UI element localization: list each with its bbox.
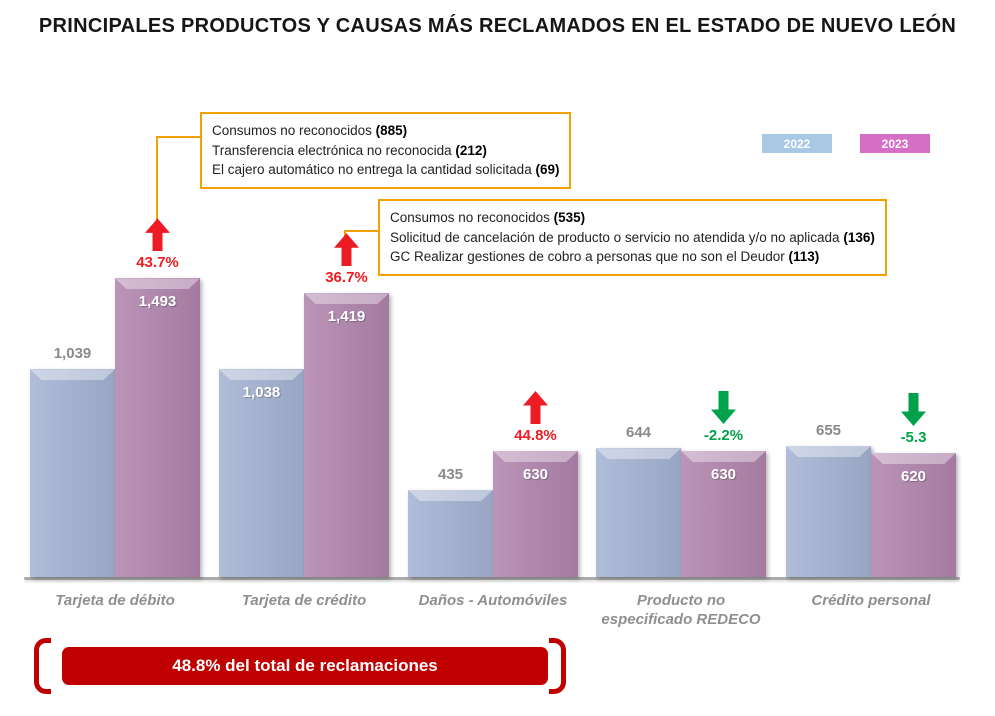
change-percent: -5.3: [900, 429, 927, 446]
group-credito-personal: 655 620 -5.3 Crédito personal: [786, 265, 956, 609]
group-danos-automoviles: 435 630 44.8% Daños - Automóviles: [408, 265, 578, 609]
change-indicator: 43.7%: [115, 218, 200, 271]
cause-count: (136): [843, 229, 875, 245]
change-indicator: 44.8%: [493, 391, 578, 444]
bar-value-2023: 1,493: [138, 293, 177, 311]
category-label: Daños - Automóviles: [418, 592, 568, 609]
down-arrow-icon: [711, 391, 736, 424]
page-title: PRINCIPALES PRODUCTOS Y CAUSAS MÁS RECLA…: [38, 15, 957, 37]
bar-value-2023: 620: [900, 468, 927, 485]
connector-line: [344, 230, 346, 238]
cause-text: Transferencia electrónica no reconocida: [212, 142, 452, 158]
cause-text: Consumos no reconocidos: [212, 123, 372, 138]
bar-value-2022: 655: [815, 422, 842, 439]
up-arrow-icon: [334, 233, 359, 267]
category-label: Crédito personal: [811, 592, 931, 609]
cause-count: (69): [535, 162, 560, 178]
cause-text: El cajero automático no entrega la canti…: [212, 162, 532, 178]
bar-2023: 630: [493, 451, 578, 577]
change-indicator: -2.2%: [681, 391, 766, 444]
cause-text: Consumos no reconocidos: [390, 210, 550, 225]
cause-count: (212): [455, 142, 487, 158]
left-bracket: [34, 638, 51, 694]
up-arrow-icon: [145, 218, 170, 252]
bar-value-2023: 630: [710, 466, 737, 483]
bar-value-2022: 1,038: [242, 384, 281, 402]
callout-line: Consumos no reconocidos (885): [212, 121, 559, 141]
category-label: Producto no especificado REDECO: [601, 592, 761, 628]
up-arrow-icon: [523, 391, 548, 424]
down-arrow-icon: [901, 393, 926, 426]
connector-line: [344, 230, 380, 232]
bar-value-2022: 644: [625, 424, 652, 442]
callout-tarjeta-credito: Consumos no reconocidos (535) Solicitud …: [378, 199, 887, 276]
bar-value-2023: 630: [522, 466, 549, 483]
legend-item-2022: 2022: [762, 134, 832, 153]
cause-count: (885): [375, 123, 408, 138]
callout-line: GC Realizar gestiones de cobro a persona…: [390, 247, 875, 267]
group-tarjeta-credito: 1,038 1,419 36.7% Tarjeta de crédito: [219, 233, 389, 609]
bar-2022: 435: [408, 466, 493, 577]
bar-2022: 655: [786, 422, 871, 577]
change-percent: 44.8%: [514, 427, 557, 444]
cause-text: GC Realizar gestiones de cobro a persona…: [390, 249, 785, 265]
legend: 2022 2023: [762, 134, 930, 153]
category-label: Tarjeta de débito: [55, 592, 175, 609]
bar-2023: 1,419: [304, 293, 389, 577]
change-percent: 43.7%: [136, 254, 179, 272]
change-indicator: 36.7%: [304, 233, 389, 286]
group-tarjeta-debito: 1,039 1,493 43.7% Tarjeta de débito: [30, 218, 200, 609]
bar-2023: 620: [871, 453, 956, 577]
category-label: Tarjeta de crédito: [241, 592, 367, 609]
bar-value-2023: 1,419: [327, 308, 366, 326]
callout-tarjeta-debito: Consumos no reconocidos (885) Transferen…: [200, 112, 572, 189]
bar-value-2022: 435: [437, 466, 464, 483]
change-percent: 36.7%: [325, 269, 368, 287]
cause-count: (535): [553, 210, 586, 225]
connector-line: [156, 136, 158, 220]
bar-2022: 1,038: [219, 369, 304, 577]
callout-line: Consumos no reconocidos (535): [390, 208, 875, 228]
callout-line: Solicitud de cancelación de producto o s…: [390, 228, 875, 248]
cause-text: Solicitud de cancelación de producto o s…: [390, 229, 840, 245]
x-axis-baseline: [24, 577, 960, 580]
bar-2023: 1,493: [115, 278, 200, 577]
total-claims-banner: 48.8% del total de reclamaciones: [62, 647, 548, 685]
change-percent: -2.2%: [703, 427, 744, 444]
bar-2022: 1,039: [30, 345, 115, 577]
bar-value-2022: 1,039: [53, 345, 92, 363]
bar-2023: 630: [681, 451, 766, 577]
change-indicator: -5.3: [871, 393, 956, 446]
legend-item-2023: 2023: [860, 134, 930, 153]
callout-line: El cajero automático no entrega la canti…: [212, 160, 559, 180]
right-bracket: [549, 638, 566, 694]
bar-2022: 644: [596, 424, 681, 577]
cause-count: (113): [788, 249, 820, 265]
callout-line: Transferencia electrónica no reconocida …: [212, 141, 559, 161]
total-claims-text: 48.8% del total de reclamaciones: [172, 656, 438, 675]
group-producto-no-especificado-redeco: 644 630 -2.2% Producto no especificado R…: [596, 265, 766, 628]
connector-line: [156, 136, 202, 138]
